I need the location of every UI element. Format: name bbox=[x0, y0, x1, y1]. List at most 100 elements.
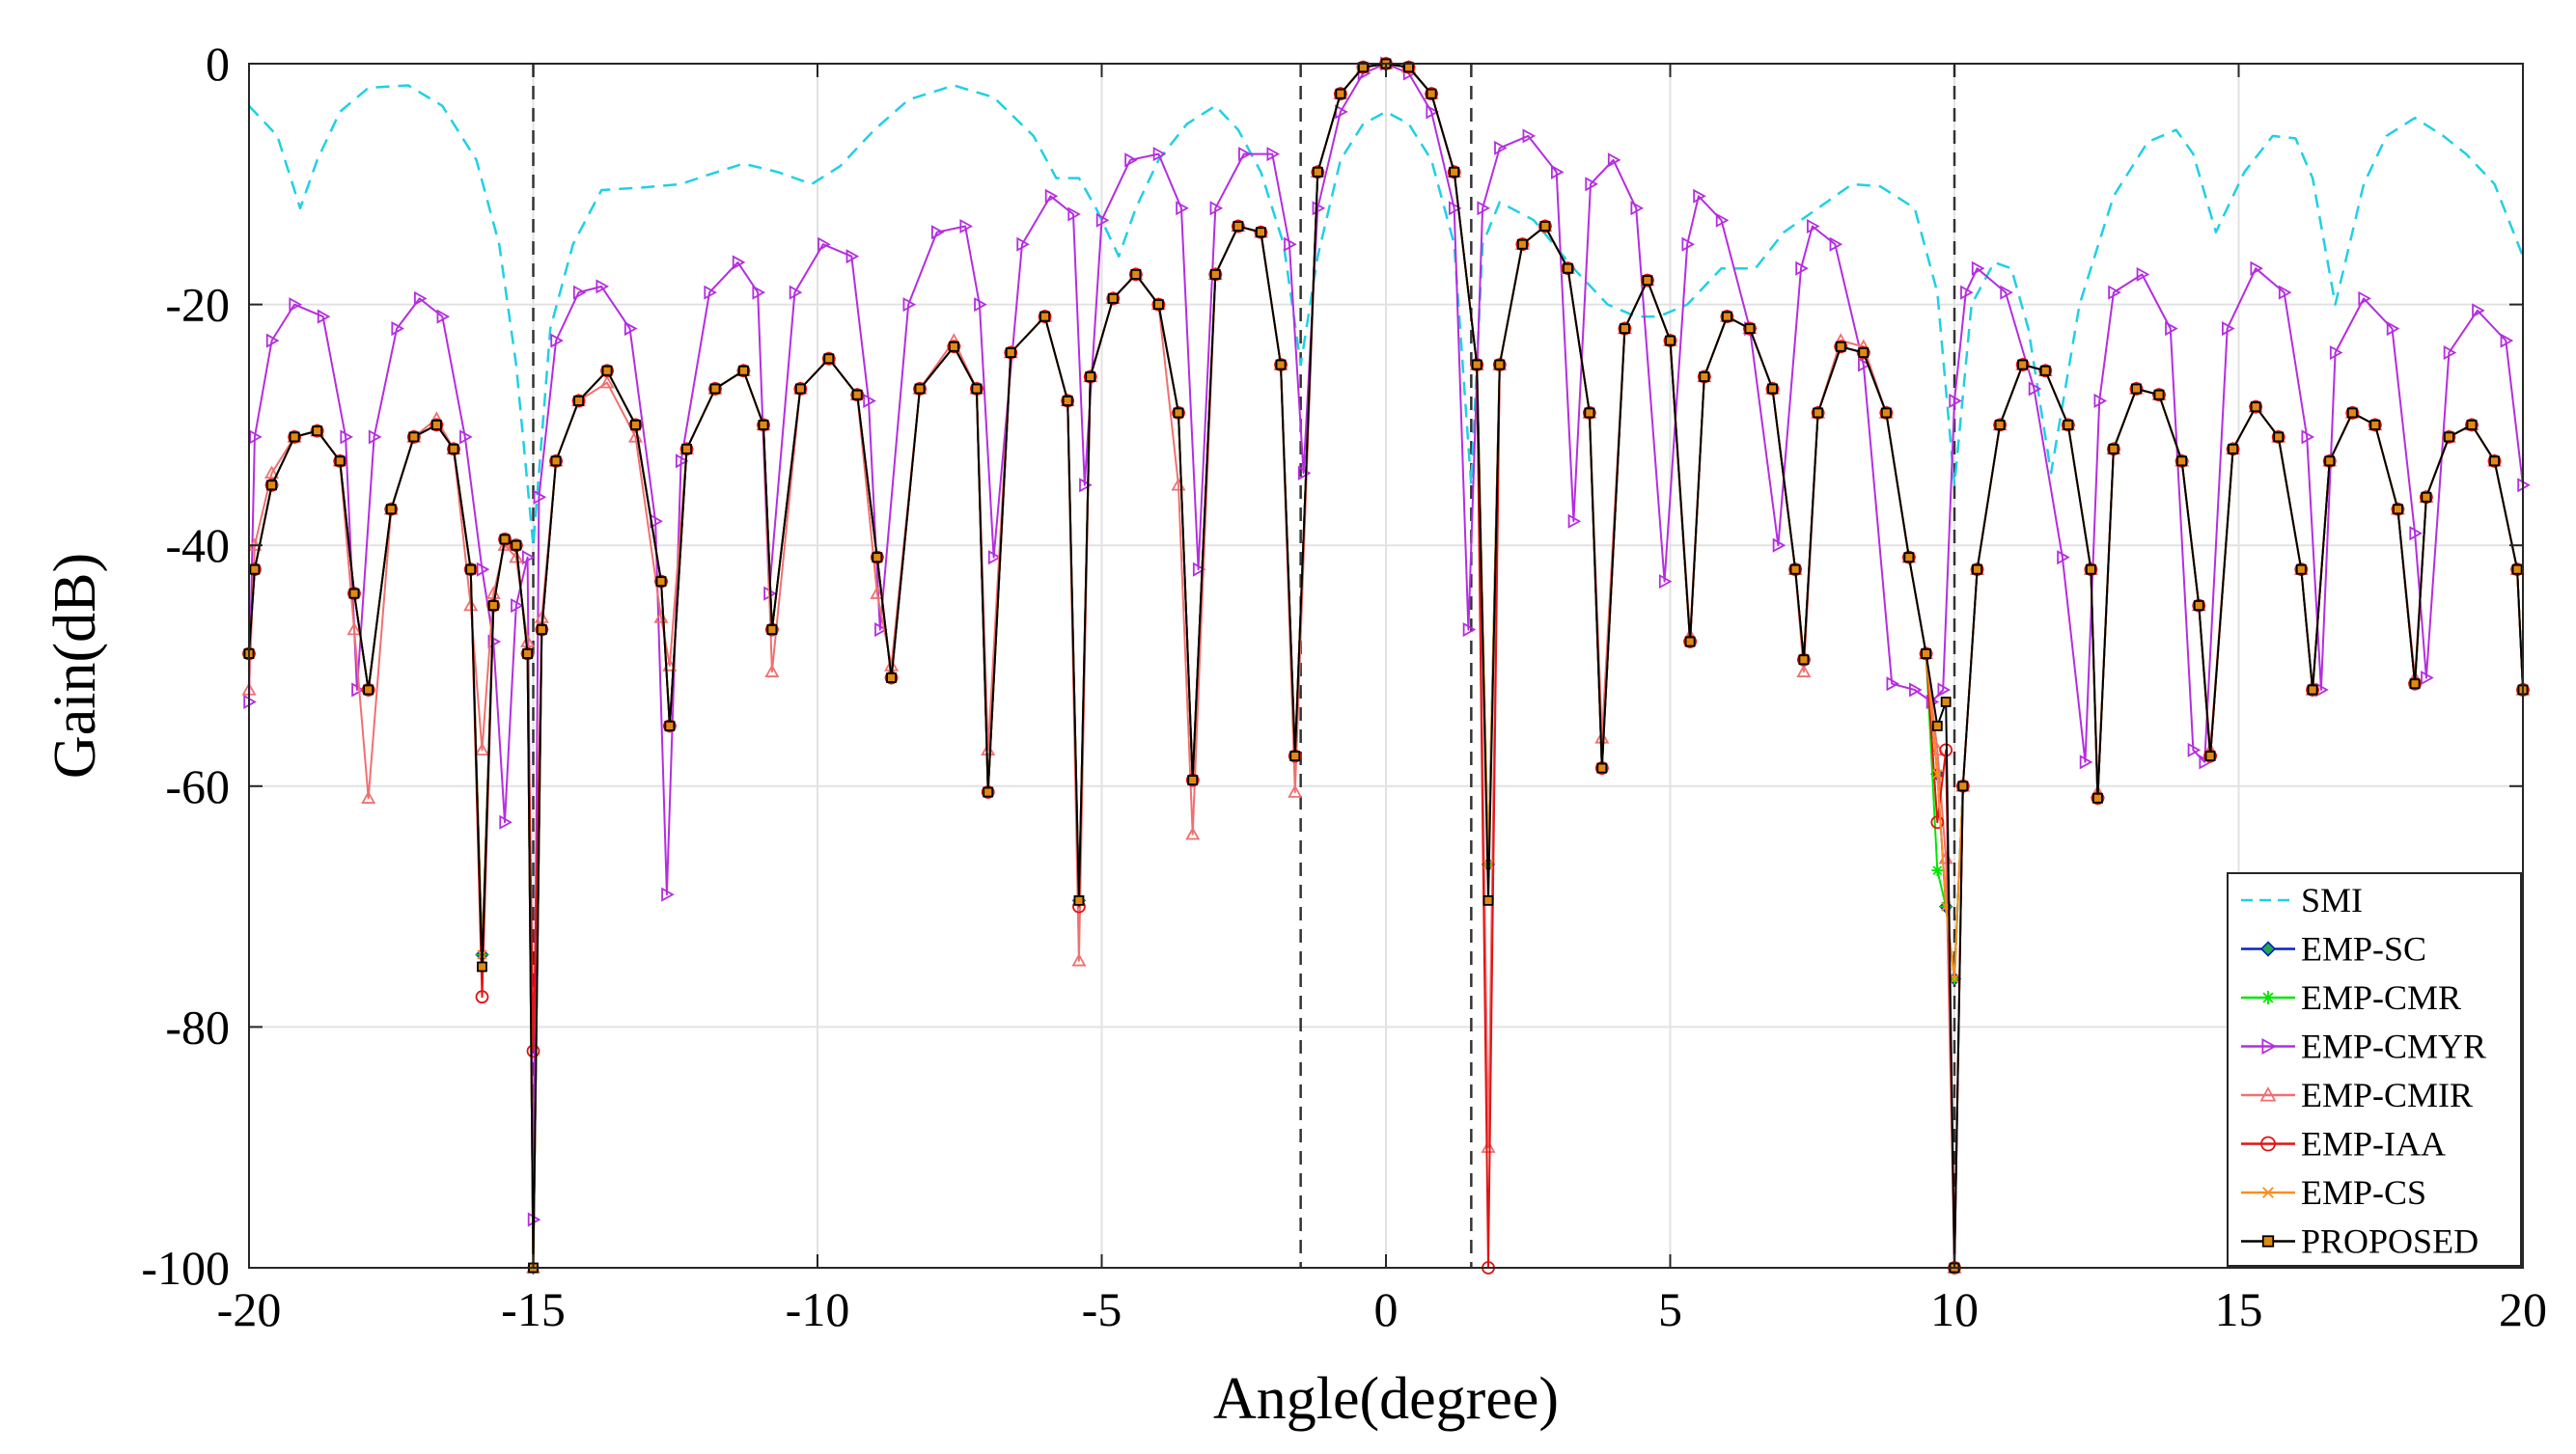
data-point bbox=[1909, 682, 1923, 698]
data-point bbox=[2250, 401, 2261, 413]
data-point bbox=[704, 285, 717, 300]
y-axis-label: Gain(dB) bbox=[42, 553, 108, 779]
data-point bbox=[1693, 188, 1706, 204]
data-point bbox=[1494, 140, 1508, 155]
data-point bbox=[249, 429, 263, 445]
legend: SMI EMP-SC EMP-CMR EMP-CMYR EMP-CMIR EMP-IAA E… bbox=[2227, 872, 2522, 1267]
data-point bbox=[1494, 359, 1506, 370]
data-point bbox=[1563, 262, 1573, 274]
x-tick-label: 15 bbox=[2215, 1282, 2263, 1336]
data-point bbox=[1449, 166, 1460, 178]
data-point bbox=[1062, 396, 1073, 406]
ticks: -20 -15 -10 -5 0 5 10 15 20 0 -20 -40 -60 -80 -100 bbox=[141, 37, 2547, 1336]
data-point bbox=[1005, 347, 1016, 358]
data-point bbox=[1720, 310, 1734, 323]
data-point bbox=[499, 534, 511, 545]
data-point bbox=[983, 786, 994, 798]
data-point bbox=[2015, 358, 2030, 371]
data-point bbox=[1681, 236, 1696, 252]
data-point bbox=[572, 285, 587, 300]
x-tick-label: 0 bbox=[1374, 1282, 1399, 1336]
data-point bbox=[459, 429, 473, 445]
data-point bbox=[1930, 815, 1945, 830]
y-tick-label: 0 bbox=[206, 37, 230, 91]
data-point bbox=[2057, 550, 2070, 565]
y-tick-label: -20 bbox=[165, 278, 230, 332]
x-tick-label: 20 bbox=[2499, 1282, 2547, 1336]
data-point bbox=[1471, 359, 1482, 370]
data-point bbox=[971, 383, 983, 395]
data-point bbox=[1641, 273, 1654, 288]
data-point bbox=[1619, 323, 1630, 334]
data-point bbox=[2329, 344, 2343, 361]
data-point bbox=[2262, 1187, 2274, 1198]
data-point bbox=[2228, 443, 2239, 454]
y-tick-label: -60 bbox=[165, 759, 230, 813]
data-point bbox=[536, 624, 547, 635]
data-point bbox=[1176, 201, 1189, 216]
data-point bbox=[1481, 1139, 1496, 1153]
data-point bbox=[317, 309, 331, 324]
x-tick-label: -15 bbox=[501, 1282, 566, 1336]
data-point bbox=[2000, 285, 2013, 300]
data-point bbox=[288, 429, 302, 444]
data-point bbox=[289, 297, 302, 313]
data-point bbox=[2273, 431, 2285, 443]
data-point bbox=[1829, 236, 1843, 252]
data-point bbox=[2301, 429, 2315, 445]
legend-label: EMP-SC bbox=[2301, 930, 2426, 969]
data-point bbox=[789, 285, 803, 300]
data-point bbox=[1642, 275, 1653, 287]
data-point bbox=[1796, 664, 1812, 677]
data-point bbox=[475, 990, 489, 1004]
data-point bbox=[758, 419, 769, 430]
data-point bbox=[448, 443, 459, 454]
data-point bbox=[2176, 455, 2188, 467]
data-point bbox=[675, 453, 689, 469]
data-point bbox=[902, 297, 917, 313]
legend-label: PROPOSED bbox=[2301, 1222, 2479, 1261]
data-point bbox=[930, 225, 945, 240]
data-point bbox=[1972, 563, 1982, 575]
data-point bbox=[264, 478, 279, 492]
data-point bbox=[845, 249, 860, 264]
data-point bbox=[2249, 399, 2263, 414]
data-point bbox=[1448, 201, 1462, 216]
data-point bbox=[1699, 371, 1710, 382]
data-point bbox=[1209, 268, 1221, 280]
data-point bbox=[1931, 864, 1944, 877]
series-proposed bbox=[243, 58, 2529, 1274]
data-point bbox=[1596, 762, 1608, 774]
data-point bbox=[2444, 431, 2454, 443]
data-point bbox=[1684, 636, 1696, 647]
data-point bbox=[664, 721, 676, 731]
series-emp-cmyr bbox=[243, 56, 2531, 1227]
data-point bbox=[265, 333, 280, 348]
data-point bbox=[2108, 285, 2121, 300]
data-point bbox=[1124, 152, 1138, 168]
data-point bbox=[334, 455, 346, 467]
data-point bbox=[655, 576, 667, 588]
legend-label: EMP-CMYR bbox=[2301, 1028, 2486, 1066]
data-point bbox=[2261, 1235, 2275, 1248]
data-point bbox=[2511, 563, 2523, 575]
data-point bbox=[1256, 227, 1266, 238]
data-point bbox=[436, 309, 451, 324]
data-point bbox=[764, 664, 780, 677]
data-point bbox=[1289, 751, 1301, 761]
data-point bbox=[2222, 321, 2235, 337]
data-point bbox=[511, 539, 522, 551]
data-point bbox=[2017, 359, 2029, 370]
data-point bbox=[738, 365, 749, 376]
data-point bbox=[1722, 311, 1732, 322]
data-point bbox=[1477, 201, 1490, 216]
data-point bbox=[2093, 393, 2108, 408]
data-point bbox=[974, 297, 987, 313]
data-point bbox=[2039, 365, 2051, 376]
data-point bbox=[2063, 419, 2074, 430]
legend-label: EMP-CMR bbox=[2301, 978, 2461, 1017]
data-point bbox=[1312, 201, 1326, 216]
data-point bbox=[1038, 310, 1052, 323]
data-point bbox=[550, 455, 562, 467]
data-point bbox=[1813, 407, 1824, 419]
